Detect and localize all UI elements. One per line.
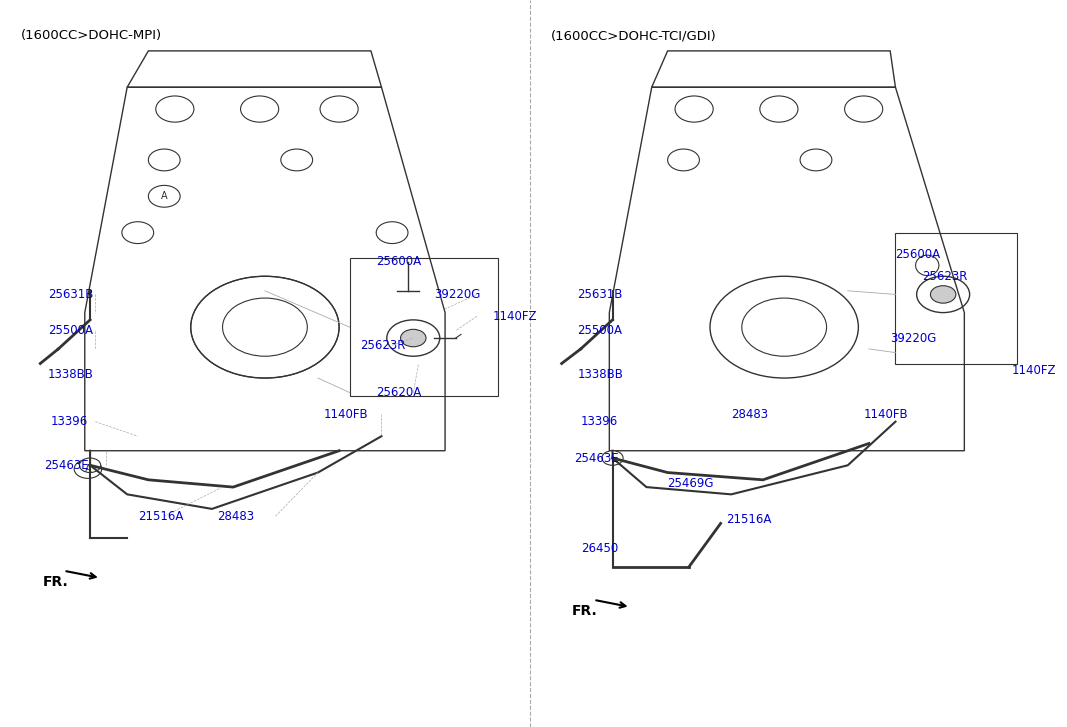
Text: 25623R: 25623R: [922, 270, 968, 283]
Text: 25600A: 25600A: [377, 255, 421, 268]
Text: 39220G: 39220G: [890, 332, 937, 345]
Text: 25631B: 25631B: [48, 288, 93, 301]
Text: FR.: FR.: [572, 603, 598, 618]
Bar: [350, 258, 498, 396]
Text: 25500A: 25500A: [48, 324, 93, 337]
Text: 25620A: 25620A: [377, 386, 421, 399]
Text: 13396: 13396: [51, 415, 89, 428]
Text: 1140FZ: 1140FZ: [493, 310, 538, 323]
Text: 25463E: 25463E: [45, 459, 90, 472]
Text: 25600A: 25600A: [895, 248, 941, 261]
Text: 25463E: 25463E: [574, 451, 619, 465]
Text: 1140FB: 1140FB: [323, 408, 368, 421]
Text: 39220G: 39220G: [434, 288, 481, 301]
Circle shape: [930, 286, 956, 303]
Text: 25631B: 25631B: [577, 288, 623, 301]
Circle shape: [79, 458, 100, 473]
Text: 26450: 26450: [580, 542, 618, 555]
Text: 1140FZ: 1140FZ: [1012, 364, 1056, 377]
Circle shape: [602, 451, 623, 465]
Text: 25469G: 25469G: [668, 477, 714, 490]
Text: 1338BB: 1338BB: [48, 368, 94, 381]
Text: (1600CC>DOHC-TCI/GDI): (1600CC>DOHC-TCI/GDI): [551, 29, 717, 42]
Text: A: A: [84, 464, 92, 474]
Text: (1600CC>DOHC-MPI): (1600CC>DOHC-MPI): [21, 29, 162, 42]
Text: 28483: 28483: [218, 510, 254, 523]
Text: 28483: 28483: [731, 408, 768, 421]
Text: A: A: [161, 191, 168, 201]
Text: 1140FB: 1140FB: [863, 408, 908, 421]
Text: 25500A: 25500A: [577, 324, 622, 337]
Circle shape: [400, 329, 426, 347]
Text: 21516A: 21516A: [726, 513, 771, 526]
Text: FR.: FR.: [43, 574, 68, 589]
Bar: [895, 233, 1017, 364]
Text: 25623R: 25623R: [361, 339, 405, 352]
Text: 21516A: 21516A: [138, 510, 184, 523]
Text: 1338BB: 1338BB: [577, 368, 623, 381]
Text: 13396: 13396: [580, 415, 618, 428]
